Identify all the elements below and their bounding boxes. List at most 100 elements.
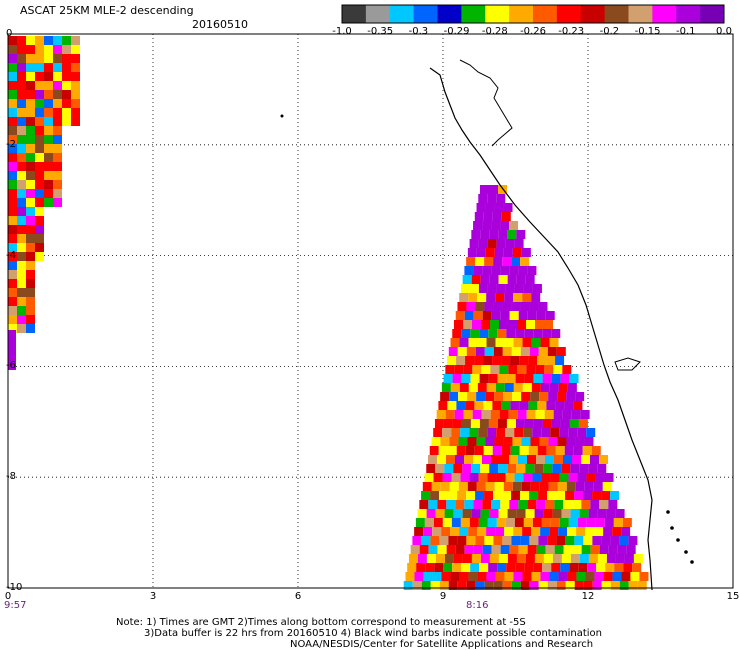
wind-cell	[473, 455, 482, 464]
wind-cell	[603, 527, 613, 536]
wind-cell	[566, 437, 576, 446]
wind-cell	[428, 500, 438, 509]
colorbar-swatch	[700, 5, 725, 23]
wind-cell	[17, 36, 26, 45]
wind-cell	[26, 153, 35, 162]
wind-cell	[71, 108, 80, 117]
colorbar-swatch	[628, 5, 653, 23]
wind-cell	[8, 288, 17, 297]
wind-cell	[529, 302, 539, 311]
wind-cell	[430, 536, 440, 545]
wind-cell	[465, 356, 475, 365]
wind-cell	[595, 473, 605, 482]
wind-cell	[466, 257, 476, 266]
wind-cell	[624, 554, 634, 563]
wind-cell	[504, 527, 514, 536]
wind-cell	[471, 554, 481, 563]
wind-cell	[505, 239, 515, 248]
wind-cell	[482, 545, 492, 554]
wind-cell	[8, 198, 17, 207]
wind-cell	[537, 356, 547, 365]
wind-cell	[507, 230, 517, 239]
wind-cell	[535, 410, 545, 419]
wind-cell	[512, 437, 522, 446]
wind-cell	[621, 572, 631, 581]
wind-cell	[447, 356, 457, 365]
wind-cell	[8, 144, 17, 153]
wind-cell	[438, 446, 448, 455]
wind-cell	[437, 545, 447, 554]
wind-cell	[592, 491, 602, 500]
wind-cell	[8, 216, 17, 225]
wind-cell	[538, 347, 548, 356]
wind-cell	[524, 374, 534, 383]
wind-cell	[553, 365, 563, 374]
wind-cell	[44, 45, 53, 54]
wind-cell	[477, 527, 487, 536]
wind-cell	[490, 320, 499, 329]
wind-cell	[455, 455, 464, 464]
wind-cell	[543, 554, 553, 563]
wind-cell	[612, 527, 622, 536]
wind-cell	[574, 491, 584, 500]
wind-cell	[452, 563, 462, 572]
wind-cell	[501, 446, 511, 455]
wind-cell	[17, 315, 26, 324]
wind-cell	[558, 383, 568, 392]
wind-cell	[490, 365, 500, 374]
wind-cell	[461, 563, 471, 572]
wind-cell	[585, 572, 595, 581]
wind-cell	[535, 320, 544, 329]
wind-cell	[488, 329, 498, 338]
wind-cell	[439, 536, 449, 545]
wind-cell	[488, 419, 498, 428]
wind-cell	[511, 491, 521, 500]
wind-cell	[511, 257, 521, 266]
wind-cell	[536, 500, 546, 509]
wind-cell	[538, 491, 548, 500]
wind-cell	[588, 509, 598, 518]
wind-cell	[487, 518, 497, 527]
wind-cell	[17, 135, 26, 144]
wind-cell	[539, 482, 549, 491]
wind-cell	[479, 563, 489, 572]
wind-cell	[26, 144, 35, 153]
wind-cell	[565, 536, 575, 545]
wind-cell	[471, 509, 481, 518]
wind-cell	[545, 545, 555, 554]
wind-cell	[8, 315, 17, 324]
wind-cell	[446, 500, 456, 509]
colorbar-label: -0.23	[558, 26, 585, 37]
small-island	[670, 526, 674, 530]
wind-cell	[516, 554, 526, 563]
wind-cell	[481, 365, 491, 374]
wind-cell	[435, 464, 445, 473]
wind-cell	[26, 171, 35, 180]
wind-cell	[612, 572, 622, 581]
wind-cell	[481, 320, 490, 329]
wind-cell	[506, 374, 516, 383]
wind-cell	[470, 329, 480, 338]
wind-cell	[62, 45, 71, 54]
wind-cell	[522, 527, 532, 536]
wind-cell	[494, 392, 504, 401]
wind-cell	[414, 572, 424, 581]
wind-cell	[510, 446, 520, 455]
wind-cell	[473, 221, 483, 230]
wind-cell	[542, 563, 552, 572]
wind-cell	[450, 338, 460, 347]
wind-cell	[477, 572, 487, 581]
wind-cell	[44, 144, 53, 153]
wind-cell	[451, 473, 461, 482]
wind-cell	[538, 302, 548, 311]
wind-cell	[576, 572, 586, 581]
wind-cell	[578, 563, 588, 572]
wind-cell	[35, 198, 44, 207]
wind-cell	[498, 554, 508, 563]
wind-cell	[44, 81, 53, 90]
wind-cell	[543, 509, 553, 518]
wind-cell	[486, 338, 496, 347]
wind-cell	[502, 347, 512, 356]
wind-cell	[447, 401, 457, 410]
wind-cell	[579, 509, 589, 518]
